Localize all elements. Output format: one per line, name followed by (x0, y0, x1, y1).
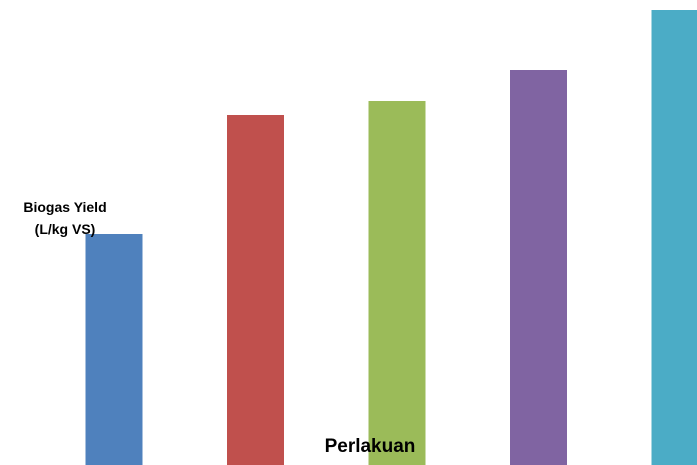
bars-group (85, 10, 697, 465)
bar-2 (227, 115, 284, 465)
x-axis-label: Perlakuan (324, 436, 416, 457)
y-axis-label: Biogas Yield (L/kg VS) (0, 196, 130, 240)
bar-4 (510, 70, 567, 465)
y-axis-label-line-1: Biogas Yield (23, 199, 107, 215)
bar-5 (651, 10, 697, 465)
bar-1 (85, 234, 143, 465)
bar-3 (368, 101, 426, 465)
y-axis-label-line-2: (L/kg VS) (34, 221, 96, 237)
